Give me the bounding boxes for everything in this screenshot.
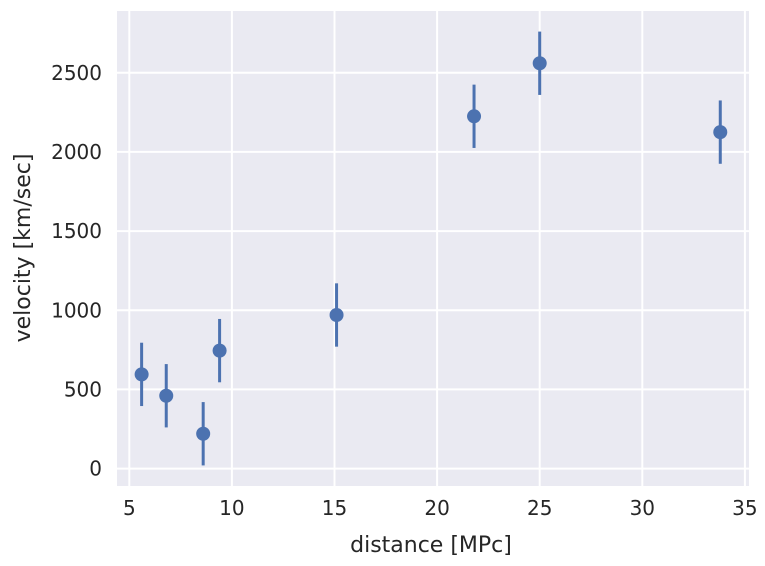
data-point [713, 125, 728, 140]
y-tick-label: 500 [64, 377, 102, 401]
data-point [467, 109, 482, 124]
y-tick-label: 1500 [51, 219, 102, 243]
y-tick-label: 0 [89, 457, 102, 481]
data-point [196, 426, 211, 441]
x-tick-label: 20 [424, 496, 449, 520]
x-tick-label: 35 [732, 496, 757, 520]
x-tick-label: 10 [219, 496, 244, 520]
x-axis-ticks: 5 10 15 20 25 30 35 [123, 496, 758, 520]
data-point [329, 308, 344, 322]
y-tick-label: 2500 [51, 61, 102, 85]
x-tick-label: 30 [630, 496, 655, 520]
grid-lines [117, 11, 749, 486]
x-tick-label: 15 [322, 496, 347, 520]
x-tick-label: 5 [123, 496, 136, 520]
y-tick-label: 1000 [51, 298, 102, 322]
data-point [159, 388, 174, 403]
data-points [134, 31, 728, 466]
plot-area [117, 11, 749, 486]
data-point [134, 367, 149, 382]
x-axis-label: distance [MPc] [350, 533, 512, 558]
y-tick-label: 2000 [51, 140, 102, 164]
y-axis-ticks: 0 500 1000 1500 2000 2500 [51, 61, 102, 481]
data-point [532, 56, 547, 71]
y-axis-label: velocity [km/sec] [11, 154, 36, 343]
data-point [212, 343, 227, 358]
x-tick-label: 25 [527, 496, 552, 520]
